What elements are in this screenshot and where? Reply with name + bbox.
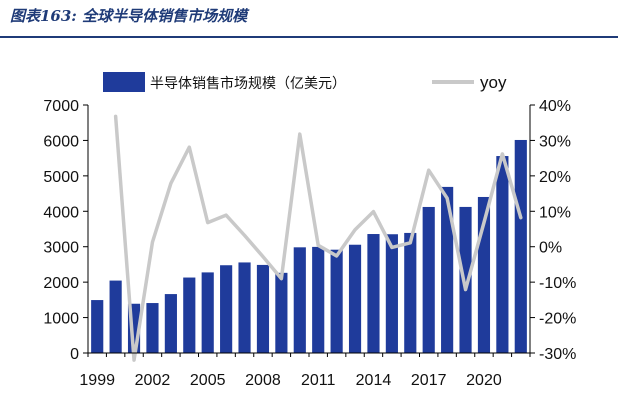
y-left-tick-label: 0 <box>70 346 79 363</box>
y-left-tick-label: 1000 <box>43 311 79 328</box>
y-right-tick-label: 40% <box>539 98 571 115</box>
legend-line-label: yoy <box>480 73 507 92</box>
y-right-tick-label: -30% <box>539 346 576 363</box>
legend-bar-label: 半导体销售市场规模（亿美元） <box>150 75 346 92</box>
bar-2015 <box>385 234 398 353</box>
axes: 0 1000 2000 3000 4000 5000 6000 7000 -30% -20% -10… <box>43 98 576 389</box>
x-tick-label: 1999 <box>79 372 115 389</box>
x-tick-label: 2020 <box>466 372 502 389</box>
y-left-tick-label: 7000 <box>43 98 79 115</box>
y-right-tick-label: -10% <box>539 275 576 292</box>
legend: 半导体销售市场规模（亿美元） yoy <box>103 72 507 92</box>
y-left-tick-label: 2000 <box>43 275 79 292</box>
bar-2002 <box>146 303 159 353</box>
x-tick-label: 2002 <box>135 372 171 389</box>
bar-2000 <box>109 280 122 353</box>
yoy-line <box>113 114 523 362</box>
bar-2006 <box>220 265 233 353</box>
figure-title: 图表163: 全球半导体销售市场规模 <box>10 7 248 25</box>
bar-2011 <box>312 246 325 353</box>
yoy-line-series <box>113 114 523 362</box>
y-right-tick-label: 30% <box>539 133 571 150</box>
x-tick-label: 2017 <box>411 372 447 389</box>
bar-2019 <box>459 206 472 353</box>
bar-2012 <box>330 249 343 353</box>
x-tick-label: 2011 <box>301 372 336 389</box>
bar-2014 <box>367 234 380 353</box>
bar-2021 <box>496 156 509 353</box>
y-left-tick-label: 5000 <box>43 169 79 186</box>
title-divider <box>0 36 618 38</box>
y-left-tick-label: 3000 <box>43 240 79 257</box>
bar-2010 <box>293 247 306 353</box>
y-left-tick-label: 4000 <box>43 204 79 221</box>
bar-1999 <box>91 300 104 353</box>
bar-2022 <box>514 139 527 353</box>
y-right-tick-label: -20% <box>539 311 576 328</box>
x-tick-label: 2008 <box>245 372 281 389</box>
bar-2018 <box>441 186 454 353</box>
x-tick-label: 2005 <box>190 372 226 389</box>
bar-2003 <box>164 294 177 353</box>
bar-2017 <box>422 206 435 353</box>
x-tick-label: 2014 <box>356 372 392 389</box>
bar-series <box>91 139 527 353</box>
bar-2009 <box>275 272 288 353</box>
bar-2008 <box>256 264 270 353</box>
y-right-tick-label: 0% <box>539 240 562 257</box>
bar-2005 <box>201 272 214 353</box>
bar-2016 <box>404 232 417 353</box>
y-right-tick-label: 20% <box>539 169 571 186</box>
bar-2013 <box>348 244 362 353</box>
y-right-tick-label: 10% <box>539 204 571 221</box>
y-left-tick-label: 6000 <box>43 133 79 150</box>
bar-2004 <box>183 277 196 353</box>
bar-2007 <box>238 262 251 353</box>
legend-bar-swatch <box>103 72 145 92</box>
